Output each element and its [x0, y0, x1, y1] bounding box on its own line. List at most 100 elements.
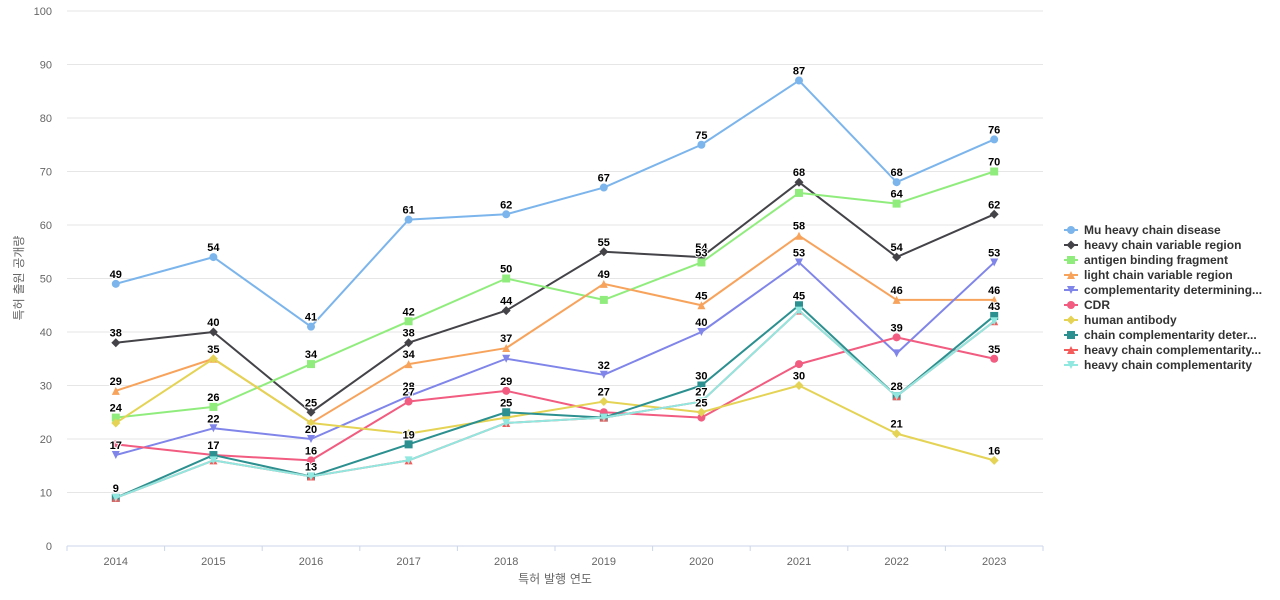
- data-point-marker: [989, 455, 999, 465]
- data-point-marker: [990, 135, 999, 144]
- x-tick-label: 2017: [396, 556, 420, 568]
- data-label: 40: [695, 317, 707, 329]
- legend-item[interactable]: heavy chain complementarity...: [1064, 343, 1261, 357]
- series-5: [111, 258, 999, 460]
- data-point-marker: [795, 231, 803, 240]
- legend-item[interactable]: chain complementarity deter...: [1064, 328, 1257, 342]
- x-tick-label: 2020: [689, 556, 713, 568]
- data-point-marker: [502, 408, 511, 417]
- data-label: 22: [207, 413, 219, 425]
- data-point-marker: [697, 301, 706, 310]
- data-label: 28: [402, 381, 414, 393]
- y-tick-label: 80: [40, 113, 52, 125]
- series-3: [111, 167, 999, 422]
- y-tick-label: 100: [34, 6, 52, 18]
- y-tick-label: 60: [40, 220, 52, 232]
- data-label: 39: [890, 322, 902, 334]
- y-tick-label: 30: [40, 381, 52, 393]
- data-point-marker: [306, 418, 316, 428]
- y-tick-label: 0: [46, 541, 52, 553]
- data-point-marker: [990, 258, 999, 267]
- y-tick-label: 20: [40, 434, 52, 446]
- data-label: 29: [500, 376, 512, 388]
- legend-item[interactable]: Mu heavy chain disease: [1064, 223, 1221, 237]
- data-point-marker: [111, 413, 120, 422]
- legend-item[interactable]: antigen binding fragment: [1064, 253, 1228, 267]
- data-point-marker: [990, 167, 999, 176]
- data-point-marker: [794, 381, 804, 390]
- data-point-marker: [306, 407, 316, 417]
- data-point-marker: [795, 301, 803, 310]
- data-label: 24: [110, 403, 123, 415]
- data-label: 13: [305, 461, 317, 473]
- data-label: 9: [113, 483, 119, 495]
- series-10: [111, 306, 999, 502]
- legend-item[interactable]: heavy chain variable region: [1064, 238, 1241, 252]
- legend-marker-icon: [1067, 361, 1075, 369]
- data-label: 53: [793, 247, 805, 259]
- data-point-marker: [697, 328, 706, 336]
- legend-item[interactable]: human antibody: [1064, 313, 1177, 327]
- data-point-marker: [795, 188, 803, 197]
- data-label: 27: [402, 387, 414, 399]
- data-point-marker: [307, 472, 315, 481]
- data-point-marker: [404, 456, 413, 465]
- data-point-marker: [502, 386, 511, 395]
- data-point-marker: [892, 178, 901, 187]
- data-label: 30: [793, 371, 805, 383]
- legend-item[interactable]: light chain variable region: [1064, 268, 1233, 282]
- series-line: [114, 79, 996, 328]
- data-point-marker: [697, 381, 706, 390]
- data-label: 19: [402, 429, 414, 441]
- legend-item[interactable]: heavy chain complementarity: [1064, 358, 1252, 372]
- data-point-marker: [209, 456, 218, 465]
- legend-label: light chain variable region: [1084, 268, 1233, 282]
- data-label: 29: [110, 376, 122, 388]
- data-point-marker: [892, 333, 901, 342]
- data-point-marker: [892, 199, 901, 208]
- legend-marker-icon: [1067, 286, 1075, 294]
- data-label: 26: [207, 392, 219, 404]
- data-point-marker: [502, 344, 511, 353]
- data-label: 45: [793, 290, 805, 302]
- x-tick-label: 2014: [104, 556, 128, 568]
- data-label: 20: [305, 424, 317, 436]
- data-point-marker: [892, 252, 902, 262]
- data-point-marker: [892, 295, 901, 304]
- data-label: 53: [988, 247, 1000, 259]
- legend-item[interactable]: complementarity determining...: [1064, 283, 1262, 297]
- data-point-marker: [696, 407, 706, 417]
- data-label: 38: [402, 328, 414, 340]
- legend-marker-icon: [1067, 346, 1075, 354]
- series-line: [114, 181, 996, 414]
- x-tick-label: 2016: [299, 556, 323, 568]
- x-tick-label: 2022: [884, 556, 908, 568]
- y-axis-title: 특허 출원 공개량: [12, 236, 26, 321]
- axes: 특허 발행 연도 특허 출원 공개량 0 10 20 30 40 50 60 70 80 90 10…: [12, 6, 1044, 586]
- data-point-marker: [502, 418, 511, 427]
- data-point-marker: [599, 370, 608, 379]
- data-point-marker: [599, 295, 608, 304]
- data-point-marker: [209, 451, 218, 460]
- data-label: 44: [500, 296, 513, 308]
- data-point-marker: [404, 317, 413, 326]
- data-point-marker: [697, 258, 706, 267]
- data-point-marker: [307, 456, 315, 465]
- legend-item[interactable]: CDR: [1064, 298, 1110, 312]
- data-point-marker: [404, 392, 413, 401]
- data-label: 27: [598, 387, 610, 399]
- data-label: 35: [207, 344, 219, 356]
- data-point-marker: [892, 349, 901, 358]
- data-point-marker: [990, 311, 999, 320]
- data-point-marker: [209, 424, 218, 433]
- data-label: 41: [305, 312, 317, 324]
- series-line: [114, 336, 996, 462]
- x-axis-title: 특허 발행 연도: [518, 571, 592, 586]
- data-point-marker: [599, 247, 609, 257]
- series-line: [114, 304, 996, 499]
- data-label: 21: [890, 419, 902, 431]
- series-lines: [111, 76, 999, 502]
- data-point-marker: [208, 354, 218, 364]
- data-point-marker: [599, 279, 608, 288]
